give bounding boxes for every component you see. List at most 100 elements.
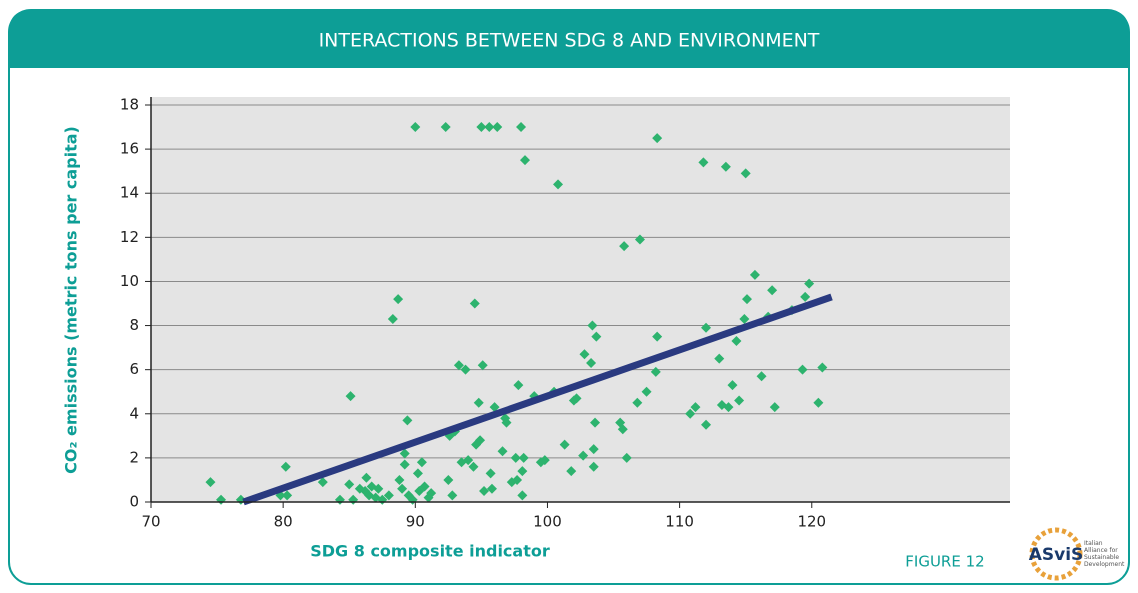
- point: [282, 490, 293, 501]
- y-tick-label: 8: [129, 316, 139, 334]
- point: [416, 457, 427, 468]
- marks: [205, 122, 833, 506]
- point: [731, 335, 742, 346]
- point: [578, 450, 589, 461]
- point: [720, 161, 731, 172]
- point: [690, 402, 701, 413]
- point: [484, 122, 495, 133]
- point: [516, 122, 527, 133]
- point: [477, 360, 488, 371]
- trend-line: [242, 293, 833, 506]
- point: [804, 278, 815, 289]
- point: [373, 483, 384, 494]
- logo-tagline-box: Italian Alliance for Sustainable Develop…: [1084, 540, 1124, 568]
- point: [510, 452, 521, 463]
- chart-title: INTERACTIONS BETWEEN SDG 8 AND ENVIRONME…: [319, 30, 820, 52]
- point: [394, 474, 405, 485]
- point: [652, 331, 663, 342]
- point: [280, 461, 291, 472]
- point: [571, 393, 582, 404]
- point: [479, 485, 490, 496]
- point: [742, 294, 753, 305]
- point: [473, 397, 484, 408]
- point: [476, 122, 487, 133]
- point: [512, 474, 523, 485]
- point: [412, 468, 423, 479]
- point: [345, 391, 356, 402]
- point: [586, 358, 597, 369]
- point: [559, 439, 570, 450]
- x-tick-label: 70: [141, 513, 160, 531]
- x-tick-label: 110: [665, 513, 694, 531]
- point: [734, 395, 745, 406]
- point: [506, 477, 517, 488]
- point: [797, 364, 808, 375]
- point: [723, 402, 734, 413]
- point: [617, 424, 628, 435]
- y-tick-label: 18: [120, 96, 139, 114]
- point: [566, 466, 577, 477]
- point: [402, 415, 413, 426]
- point: [650, 366, 661, 377]
- point: [205, 477, 216, 488]
- y-tick-label: 14: [120, 184, 139, 202]
- point: [749, 269, 760, 280]
- x-axis-label: SDG 8 composite indicator: [310, 542, 550, 561]
- point: [518, 452, 529, 463]
- point: [426, 488, 437, 499]
- point: [800, 291, 811, 302]
- logo-ring: [1029, 527, 1083, 581]
- point: [621, 452, 632, 463]
- point: [634, 234, 645, 245]
- point: [685, 408, 696, 419]
- point: [469, 298, 480, 309]
- point: [517, 490, 528, 501]
- point: [652, 133, 663, 144]
- point: [590, 417, 601, 428]
- point: [756, 371, 767, 382]
- point: [641, 386, 652, 397]
- point: [399, 448, 410, 459]
- point: [460, 364, 471, 375]
- point: [397, 483, 408, 494]
- point: [387, 313, 398, 324]
- point: [447, 490, 458, 501]
- y-tick-label: 2: [129, 448, 139, 466]
- point: [813, 397, 824, 408]
- point: [393, 294, 404, 305]
- point: [698, 157, 709, 168]
- point: [591, 331, 602, 342]
- x-tick-label: 100: [533, 513, 562, 531]
- y-tick-label: 10: [120, 272, 139, 290]
- point: [513, 380, 524, 391]
- point: [767, 285, 778, 296]
- point: [410, 122, 421, 133]
- point: [497, 446, 508, 457]
- point: [740, 168, 751, 179]
- point: [588, 461, 599, 472]
- point: [443, 474, 454, 485]
- point: [632, 397, 643, 408]
- point: [619, 241, 630, 252]
- point: [701, 322, 712, 333]
- header-band: [9, 10, 1129, 68]
- point: [701, 419, 712, 430]
- point: [486, 483, 497, 494]
- point: [361, 472, 372, 483]
- figure-label: FIGURE 12: [905, 553, 984, 571]
- point: [419, 481, 430, 492]
- point: [475, 435, 486, 446]
- point: [383, 490, 394, 501]
- point: [492, 122, 503, 133]
- point: [727, 380, 738, 391]
- point: [579, 349, 590, 360]
- point: [501, 417, 512, 428]
- y-tick-label: 0: [129, 493, 139, 511]
- logo: ASviS Italian Alliance for Sustainable D…: [1029, 527, 1124, 581]
- point: [553, 179, 564, 190]
- point: [587, 320, 598, 331]
- y-axis-label: CO₂ emissions (metric tons per capita): [62, 126, 81, 474]
- x-tick-label: 90: [406, 513, 425, 531]
- point: [739, 313, 750, 324]
